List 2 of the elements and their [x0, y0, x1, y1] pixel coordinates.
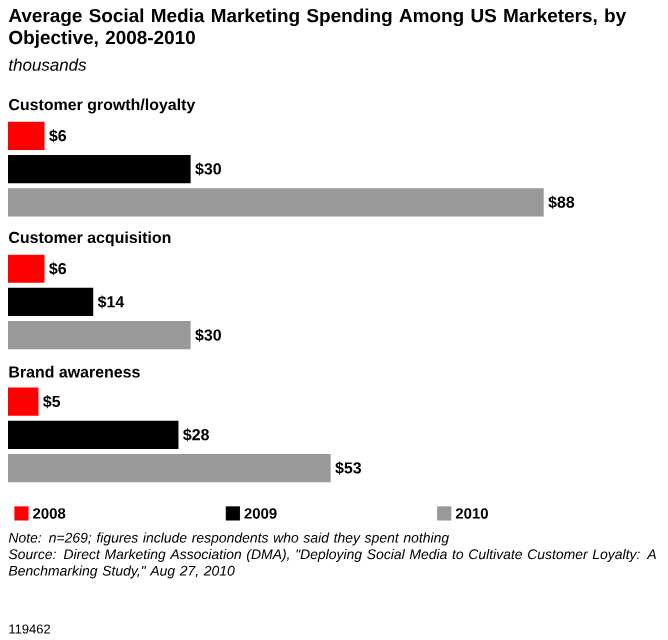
- chart-title: Average Social Media Marketing Spending Among US Marketers, by Objective, 2008-2010: [8, 8, 627, 48]
- chart-subtitle: thousands: [9, 58, 87, 71]
